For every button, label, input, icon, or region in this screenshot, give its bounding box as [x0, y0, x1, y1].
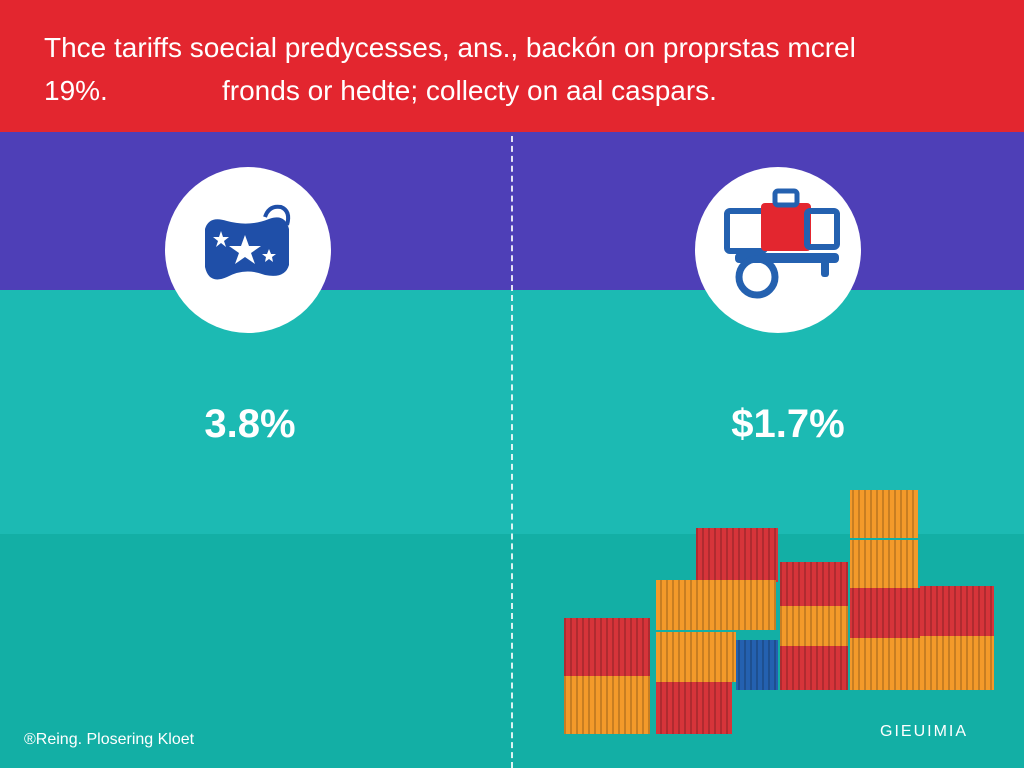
headline-banner	[0, 0, 1024, 132]
headline-rate: 19%.	[44, 75, 108, 106]
headline-line-2: fronds or hedte; collecty on aal caspars…	[222, 75, 717, 106]
right-icon-badge	[695, 167, 861, 333]
footer-brand: GIEUIMIA	[880, 723, 969, 740]
luggage-cart-icon	[724, 188, 840, 299]
left-stat-value: 3.8%	[204, 402, 296, 446]
footer-credit: ®Reing. Plosering Kloet	[24, 731, 195, 748]
container-orange	[564, 490, 994, 734]
headline-line-1: Thce tariffs soecial predycesses, ans., …	[44, 32, 856, 63]
left-icon-badge	[165, 167, 331, 333]
star-bag-icon	[205, 204, 291, 280]
center-divider	[511, 136, 513, 768]
container-red	[564, 528, 994, 734]
container-blue	[736, 640, 778, 690]
right-stat-value: $1.7%	[731, 402, 845, 446]
